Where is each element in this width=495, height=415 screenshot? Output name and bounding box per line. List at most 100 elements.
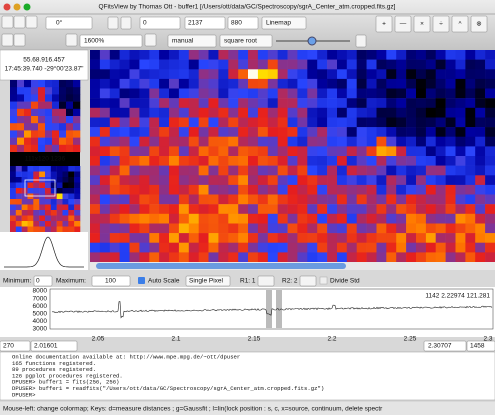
image-pixel bbox=[475, 204, 485, 214]
image-pixel bbox=[436, 204, 446, 214]
image-pixel bbox=[169, 185, 179, 195]
zoom-button[interactable] bbox=[24, 4, 31, 11]
overview-pixel bbox=[57, 210, 63, 216]
tool-button[interactable] bbox=[66, 34, 77, 46]
image-pixel bbox=[218, 175, 228, 185]
overview-pixel bbox=[68, 188, 74, 194]
overview-pixel bbox=[63, 166, 69, 172]
image-pixel bbox=[456, 156, 466, 166]
image-pixel bbox=[426, 252, 436, 262]
thumb-pixel bbox=[10, 130, 17, 138]
image-pixel bbox=[179, 98, 189, 108]
overview-pixel bbox=[39, 183, 45, 189]
r1-label: R1: 1 bbox=[240, 278, 256, 285]
thumb-pixel bbox=[10, 138, 17, 146]
close-button[interactable] bbox=[4, 4, 11, 11]
overview-pixel bbox=[22, 172, 28, 178]
image-pixel bbox=[377, 166, 387, 176]
overview-pixel bbox=[57, 177, 63, 183]
image-pixel bbox=[317, 108, 327, 118]
image-pixel bbox=[120, 195, 130, 205]
image-pixel bbox=[357, 98, 367, 108]
r2-stepper[interactable] bbox=[300, 276, 316, 286]
slider-thumb[interactable] bbox=[308, 37, 316, 45]
image-pixel bbox=[357, 69, 367, 79]
image-pixel bbox=[377, 50, 387, 60]
image-pixel bbox=[436, 69, 446, 79]
image-pixel bbox=[347, 166, 357, 176]
image-pixel bbox=[396, 146, 406, 156]
image-pixel bbox=[238, 233, 248, 243]
image-pixel bbox=[159, 137, 169, 147]
image-pixel bbox=[446, 175, 456, 185]
image-pixel bbox=[189, 166, 199, 176]
image-pixel bbox=[465, 50, 475, 60]
image-pixel bbox=[416, 69, 426, 79]
image-pixel bbox=[228, 79, 238, 89]
tool-button[interactable] bbox=[14, 16, 25, 28]
image-pixel bbox=[100, 146, 110, 156]
rotation-field[interactable] bbox=[46, 17, 92, 29]
image-pixel bbox=[357, 204, 367, 214]
image-pixel bbox=[238, 204, 248, 214]
image-pixel bbox=[120, 89, 130, 99]
thumb-pixel bbox=[59, 102, 66, 110]
image-pixel bbox=[100, 166, 110, 176]
toggle-button[interactable] bbox=[121, 17, 131, 29]
image-pixel bbox=[456, 195, 466, 205]
image-pixel bbox=[426, 137, 436, 147]
image-pixel bbox=[228, 127, 238, 137]
image-pixel bbox=[179, 127, 189, 137]
overview-pixel bbox=[57, 205, 63, 211]
image-pixel bbox=[139, 156, 149, 166]
tool-button[interactable] bbox=[14, 34, 25, 46]
image-pixel bbox=[159, 118, 169, 128]
image-pixel bbox=[268, 156, 278, 166]
page: {"window": {"title": "QFitsView by Thoma… bbox=[0, 0, 495, 415]
tool-button[interactable] bbox=[2, 34, 13, 46]
r1-stepper[interactable] bbox=[258, 276, 274, 286]
image-pixel bbox=[209, 175, 219, 185]
image-pixel bbox=[416, 137, 426, 147]
tool-button[interactable] bbox=[145, 34, 156, 46]
tool-button[interactable] bbox=[26, 16, 37, 28]
overview-pixel bbox=[68, 183, 74, 189]
image-pixel bbox=[248, 204, 258, 214]
play-button[interactable] bbox=[356, 35, 366, 47]
image-pixel bbox=[100, 214, 110, 224]
image-pixel bbox=[90, 224, 100, 234]
image-pixel bbox=[485, 195, 495, 205]
image-pixel bbox=[288, 243, 298, 253]
thumb-pixel bbox=[38, 109, 45, 117]
image-pixel bbox=[317, 185, 327, 195]
overview-pixel bbox=[45, 227, 51, 233]
end-index: 1458 bbox=[470, 343, 485, 350]
image-pixel bbox=[367, 146, 377, 156]
overview-pixel bbox=[10, 205, 16, 211]
image-pixel bbox=[248, 60, 258, 70]
image-pixel bbox=[238, 60, 248, 70]
image-pixel bbox=[278, 69, 288, 79]
image-pixel bbox=[357, 166, 367, 176]
thumb-pixel bbox=[59, 130, 66, 138]
toggle-button[interactable] bbox=[108, 17, 118, 29]
image-pixel bbox=[337, 175, 347, 185]
image-pixel bbox=[110, 214, 120, 224]
thumb-pixel bbox=[52, 138, 59, 146]
image-pixel bbox=[248, 50, 258, 60]
image-pixel bbox=[120, 79, 130, 89]
image-pixel bbox=[189, 146, 199, 156]
tool-button[interactable] bbox=[2, 16, 13, 28]
auto-scale-check[interactable] bbox=[138, 277, 145, 284]
app-window: QFitsView by Thomas Ott - buffer1 [/User… bbox=[0, 0, 495, 415]
image-pixel bbox=[307, 108, 317, 118]
image-pixel bbox=[377, 214, 387, 224]
image-pixel bbox=[238, 108, 248, 118]
scroll-thumb[interactable] bbox=[96, 263, 346, 269]
thumb-pixel bbox=[66, 102, 73, 110]
image-pixel bbox=[139, 69, 149, 79]
image-pixel bbox=[218, 214, 228, 224]
minimize-button[interactable] bbox=[14, 4, 21, 11]
divide-check[interactable] bbox=[320, 277, 327, 284]
image-pixel bbox=[110, 166, 120, 176]
